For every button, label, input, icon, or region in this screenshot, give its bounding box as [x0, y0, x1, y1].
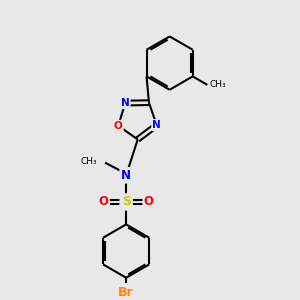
Text: N: N: [121, 169, 131, 182]
Text: S: S: [122, 196, 131, 208]
Text: CH₃: CH₃: [81, 157, 98, 166]
Text: CH₃: CH₃: [209, 80, 226, 89]
Text: O: O: [114, 121, 123, 131]
Text: O: O: [99, 196, 109, 208]
Text: O: O: [144, 196, 154, 208]
Text: N: N: [121, 98, 130, 108]
Text: Br: Br: [118, 286, 134, 299]
Text: N: N: [152, 120, 161, 130]
